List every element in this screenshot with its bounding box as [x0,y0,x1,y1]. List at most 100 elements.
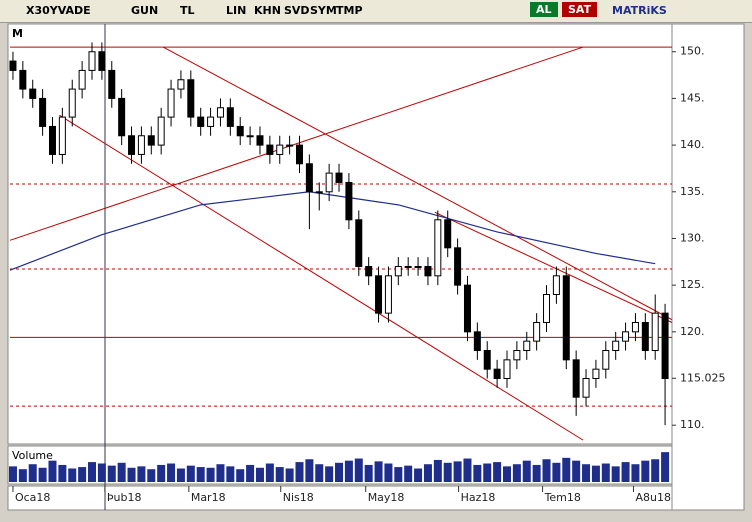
volume-bar [661,452,670,482]
volume-bar [137,466,146,482]
trend-line [59,114,584,441]
x-tick-label: Þub18 [107,491,142,504]
volume-bar [325,466,334,482]
candle-body [39,97,47,127]
volume-bar [68,468,77,482]
candle-body [424,265,432,277]
candle-body [305,163,313,193]
volume-bar [651,459,660,482]
volume-bar [453,461,462,482]
btn[interactable]: TL [180,4,195,17]
candle-body [197,116,205,127]
candle-body [246,135,254,138]
volume-bar [601,463,610,482]
candle-body [493,368,501,380]
volume-bar [295,462,304,482]
symbol[interactable]: X30YVADE [26,4,91,17]
btn[interactable]: KHN [254,4,281,17]
btn[interactable]: GUN [131,4,159,17]
volume-bar [463,458,472,482]
candle-body [9,60,17,71]
volume-bar [423,464,432,482]
volume-title: Volume [12,449,53,462]
volume-bar [206,467,215,482]
volume-bar [38,467,47,482]
buy-button[interactable]: AL [530,2,558,17]
y-tick-label: 145. [680,91,705,104]
candle-body [582,378,590,398]
moving-average [9,191,656,271]
y-tick-label: 115.025 [680,371,726,384]
volume-bar [305,459,314,482]
volume-bar [404,465,413,482]
volume-bar [167,463,176,482]
candle-body [118,97,126,137]
candle-body [88,51,96,71]
candle-body [661,312,669,380]
volume-bar [384,463,393,482]
volume-bar [582,464,591,482]
candle-body [592,368,600,380]
btn[interactable]: TMP [336,4,363,17]
candle-body [365,265,373,277]
volume-bar [344,460,353,482]
candle-body [276,144,284,155]
volume-bar [552,462,561,482]
candle-body [612,340,620,352]
candle-body [394,265,402,277]
y-tick-label: 150. [680,45,705,58]
volume-bar [117,462,126,482]
volume-bar [88,462,97,482]
btn[interactable]: SYM [310,4,337,17]
volume-bar [572,460,581,482]
volume-bar [157,464,166,482]
volume-bar [275,467,284,482]
volume-bar [354,458,363,482]
x-tick-label: Tem18 [544,491,581,504]
volume-bar [127,467,136,482]
x-tick-label: Nis18 [283,491,314,504]
volume-bar [631,464,640,482]
candle-body [454,247,462,286]
corner-label: M [12,27,23,40]
candle-body [434,219,442,277]
candle-body [207,116,215,127]
candle-body [68,88,76,118]
trend-line [162,46,673,321]
volume-bar [315,464,324,482]
volume-bar [48,460,57,482]
btn[interactable]: LIN [226,4,247,17]
volume-bar [493,462,502,482]
candle-body [355,219,363,267]
candle-body [404,265,412,268]
candle-body [602,350,610,370]
sell-button[interactable]: SAT [562,2,598,17]
candle-body [572,359,580,398]
candle-body [384,275,392,314]
y-tick-label: 135. [680,185,705,198]
candle-body [533,321,541,342]
volume-bar [58,464,67,482]
candle-body [631,321,639,333]
volume-bar [78,467,87,482]
volume-bar [196,467,205,482]
candle-body [562,275,570,361]
candle-body [226,107,234,127]
volume-bar [255,467,264,482]
toolbar: X30YVADE GUN TL LIN KHN SVD SYM TMP AL S… [0,0,752,23]
candle-body [187,79,195,118]
btn[interactable]: SVD [284,4,310,17]
volume-bar [433,459,442,482]
volume-bar [591,465,600,482]
candle-body [375,275,383,314]
candle-body [483,350,491,370]
candle-body [325,172,333,193]
candle-body [108,69,116,99]
candle-body [414,265,422,268]
volume-bar [8,466,17,482]
volume-bar [186,465,195,482]
volume-bar [176,468,185,482]
volume-bar [265,463,274,482]
